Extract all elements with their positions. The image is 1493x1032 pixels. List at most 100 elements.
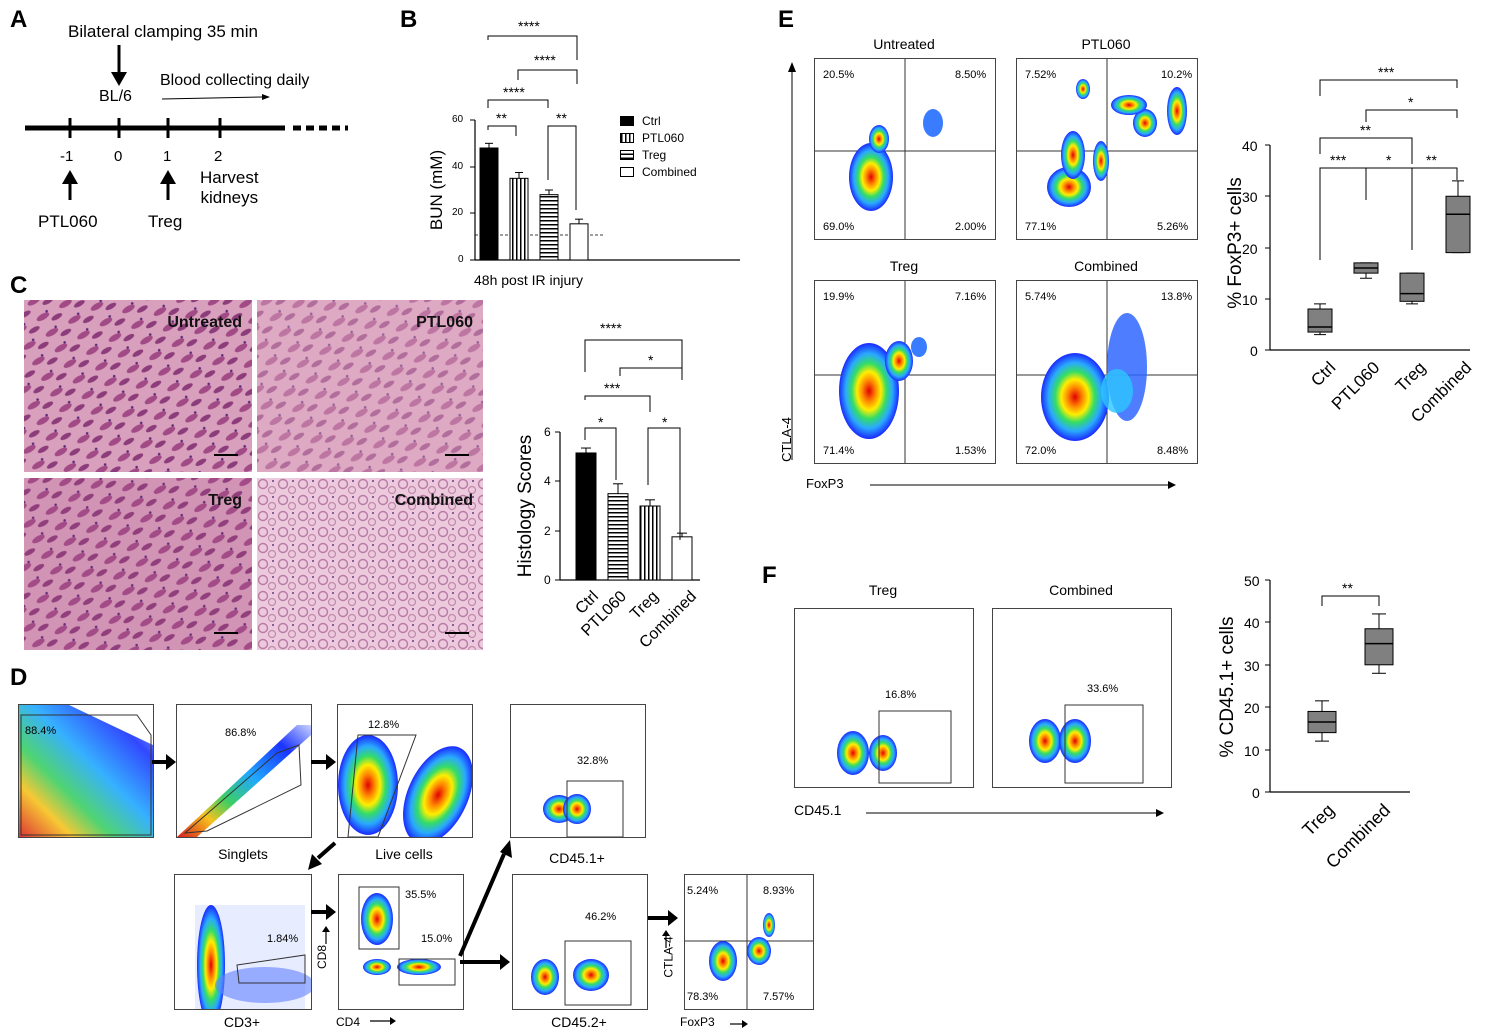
histology-label-ptl060: PTL060 [416, 314, 473, 331]
panel-label-a: A [10, 6, 28, 33]
flow-title-ptl060: PTL060 [1081, 36, 1131, 52]
ytick-f-30: 30 [1244, 658, 1260, 674]
flow-plot-combined: 5.74% 13.8% 72.0% 8.48% [1016, 280, 1198, 464]
quad-ul: 5.74% [1025, 291, 1057, 303]
gate-pct-cd8: 35.5% [405, 889, 437, 901]
flow-plot-ptl060: 7.52% 10.2% 77.1% 5.26% [1016, 58, 1198, 240]
quad-ll: 72.0% [1025, 445, 1057, 457]
quad-ll: 71.4% [823, 445, 855, 457]
box-combined [1364, 628, 1394, 666]
sig-b-2: **** [534, 52, 556, 68]
legend-treg: Treg [642, 148, 667, 162]
sig-c-4: * [598, 414, 604, 430]
sig-e-1: *** [1378, 64, 1395, 80]
scale-bar [445, 632, 469, 634]
histology-image-combined: Combined [257, 478, 483, 650]
gate-pct-cd3: 1.84% [267, 933, 299, 945]
gating-plot-singlets: 86.8% [176, 704, 312, 838]
gating-plot-cd45-2: 46.2% [512, 874, 648, 1010]
axis-cd45-1: CD45.1 [794, 802, 842, 818]
gate-pct-live-cells: 12.8% [368, 719, 400, 731]
gating-plot-cd3: 1.84% [174, 874, 312, 1010]
box-ctrl [1307, 308, 1333, 333]
legend-swatch-ctrl [620, 116, 634, 126]
quad-ll: 78.3% [687, 991, 719, 1003]
gate-name-singlets: Singlets [218, 846, 268, 862]
gate-name-cd45-2: CD45.2+ [551, 1014, 607, 1030]
quad-ul: 19.9% [823, 291, 855, 303]
ytick-f-40: 40 [1244, 615, 1260, 631]
box-combined [1445, 195, 1471, 254]
axis-foxp3-d: FoxP3 [680, 1015, 715, 1029]
axis-ctla4-e: CTLA-4 [778, 417, 794, 462]
axis-cd4: CD4 [336, 1015, 361, 1029]
panel-label-c: C [10, 272, 28, 299]
ptl-label: PTL060 [38, 212, 98, 231]
histology-image-untreated: Untreated [24, 300, 252, 472]
sig-b-1: **** [518, 18, 540, 34]
tick-label-1: -1 [60, 148, 74, 165]
scale-bar [445, 454, 469, 456]
xlabel-b: 48h post IR injury [474, 272, 583, 288]
ytick-e-20: 20 [1242, 241, 1258, 257]
quad-ur: 13.8% [1161, 291, 1193, 303]
histology-score-chart: **** * *** * * 6 4 2 0 Histology Scores … [500, 300, 750, 660]
ytick-f-10: 10 [1244, 743, 1260, 759]
sig-b-3: **** [503, 84, 525, 100]
quad-lr: 2.00% [955, 221, 987, 233]
quad-ur: 8.93% [763, 885, 795, 897]
axis-ctla4-e-arrow [780, 60, 800, 460]
panel-label-e: E [778, 6, 795, 33]
flow-plot-f-combined: 33.6% [992, 608, 1172, 788]
sig-b-5: ** [556, 110, 567, 126]
sig-e-4: *** [1330, 152, 1347, 168]
flow-plot-untreated: 20.5% 8.50% 69.0% 2.00% [814, 58, 996, 240]
gating-plot-cd4-cd8: 35.5% 15.0% [338, 874, 464, 1010]
sig-e-5: * [1386, 152, 1392, 168]
tick-label-3: 1 [163, 148, 172, 165]
gating-plot-live-cells: 12.8% [337, 704, 473, 838]
gate-pct-cd45-1: 32.8% [577, 755, 609, 767]
histology-label-combined: Combined [394, 492, 473, 509]
ytick-e-10: 10 [1242, 292, 1258, 308]
sig-e-6: ** [1426, 152, 1437, 168]
ytick-f-0: 0 [1252, 785, 1260, 801]
ytick-c-2: 2 [544, 524, 551, 538]
gate-pct-f-combined: 33.6% [1087, 683, 1119, 695]
gate-name-cd45-1: CD45.1+ [549, 850, 605, 866]
strain-label: BL/6 [99, 88, 132, 105]
bar-ptl060 [607, 493, 629, 581]
histology-image-treg: Treg [24, 478, 252, 650]
quad-lr: 8.48% [1157, 445, 1189, 457]
gate-pct-cd4: 15.0% [421, 933, 453, 945]
quad-ur: 7.16% [955, 291, 987, 303]
sig-b-4: ** [496, 110, 507, 126]
ytick-f-50: 50 [1244, 573, 1260, 589]
ytick-c-6: 6 [544, 425, 551, 439]
axis-cd45-1-arrow [866, 806, 1176, 818]
panel-label-f: F [762, 562, 777, 589]
clamping-label: Bilateral clamping 35 min [68, 22, 258, 41]
gating-plot-cd45-1: 32.8% [510, 704, 646, 838]
histology-image-ptl060: PTL060 [257, 300, 483, 472]
tick-label-4: 2 [214, 148, 223, 165]
gate-name-cd3: CD3+ [223, 1014, 261, 1030]
panel-label-d: D [10, 664, 28, 691]
flow-plot-f-treg: 16.8% [794, 608, 974, 788]
quad-ll: 69.0% [823, 221, 855, 233]
panel-label-b: B [400, 6, 418, 33]
quad-lr: 5.26% [1157, 221, 1189, 233]
legend-swatch-treg [620, 150, 634, 160]
quad-ul: 20.5% [823, 69, 855, 81]
quad-lr: 7.57% [763, 991, 795, 1003]
sig-c-2: * [648, 352, 654, 368]
scale-bar [214, 454, 238, 456]
quad-ul: 5.24% [687, 885, 719, 897]
foxp3-boxplot: *** * ** *** * ** 40 30 20 10 0 % FoxP3+… [1220, 40, 1480, 460]
gate-pct-cd45-2: 46.2% [585, 911, 617, 923]
legend-combined: Combined [642, 165, 697, 179]
axis-foxp3-e: FoxP3 [806, 476, 844, 491]
gate-pct-cells: 88.4% [25, 725, 57, 737]
sig-e-3: ** [1360, 122, 1371, 138]
box-treg [1399, 272, 1425, 302]
